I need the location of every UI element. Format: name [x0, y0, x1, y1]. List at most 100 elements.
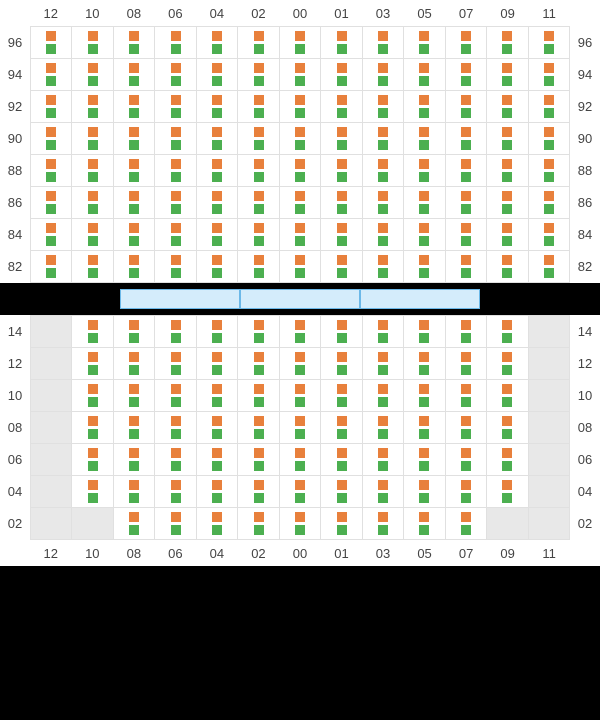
seat-cell[interactable]: [113, 123, 154, 154]
seat-cell[interactable]: [237, 251, 278, 282]
seat-cell[interactable]: [445, 59, 486, 90]
seat-cell[interactable]: [113, 187, 154, 218]
seat-cell[interactable]: [237, 508, 278, 539]
seat-cell[interactable]: [113, 444, 154, 475]
seat-cell[interactable]: [154, 412, 195, 443]
seat-cell[interactable]: [486, 348, 527, 379]
seat-cell[interactable]: [362, 219, 403, 250]
seat-cell[interactable]: [486, 91, 527, 122]
seat-cell[interactable]: [31, 59, 71, 90]
seat-cell[interactable]: [445, 219, 486, 250]
seat-cell[interactable]: [362, 316, 403, 347]
seat-cell[interactable]: [113, 380, 154, 411]
seat-cell[interactable]: [31, 251, 71, 282]
seat-cell[interactable]: [445, 444, 486, 475]
seat-cell[interactable]: [445, 251, 486, 282]
seat-cell[interactable]: [486, 27, 527, 58]
seat-cell[interactable]: [528, 123, 569, 154]
seat-cell[interactable]: [154, 91, 195, 122]
seat-cell[interactable]: [320, 444, 361, 475]
seat-cell[interactable]: [113, 91, 154, 122]
seat-cell[interactable]: [403, 219, 444, 250]
seat-cell[interactable]: [528, 187, 569, 218]
seat-cell[interactable]: [154, 476, 195, 507]
seat-cell[interactable]: [320, 155, 361, 186]
seat-cell[interactable]: [486, 412, 527, 443]
seat-cell[interactable]: [279, 59, 320, 90]
seat-cell[interactable]: [486, 219, 527, 250]
seat-cell[interactable]: [71, 251, 112, 282]
seat-cell[interactable]: [445, 187, 486, 218]
seat-cell[interactable]: [31, 187, 71, 218]
seat-cell[interactable]: [362, 348, 403, 379]
seat-cell[interactable]: [71, 476, 112, 507]
seat-cell[interactable]: [154, 155, 195, 186]
seat-cell[interactable]: [154, 187, 195, 218]
seat-cell[interactable]: [403, 348, 444, 379]
seat-cell[interactable]: [320, 476, 361, 507]
seat-cell[interactable]: [445, 476, 486, 507]
seat-cell[interactable]: [528, 91, 569, 122]
seat-cell[interactable]: [320, 508, 361, 539]
seat-cell[interactable]: [154, 380, 195, 411]
seat-cell[interactable]: [196, 316, 237, 347]
seat-cell[interactable]: [154, 123, 195, 154]
seat-cell[interactable]: [320, 187, 361, 218]
seat-cell[interactable]: [71, 316, 112, 347]
seat-cell[interactable]: [486, 59, 527, 90]
seat-cell[interactable]: [279, 123, 320, 154]
seat-cell[interactable]: [196, 444, 237, 475]
seat-cell[interactable]: [237, 91, 278, 122]
seat-cell[interactable]: [113, 476, 154, 507]
seat-cell[interactable]: [113, 59, 154, 90]
seat-cell[interactable]: [445, 348, 486, 379]
seat-cell[interactable]: [320, 27, 361, 58]
seat-cell[interactable]: [445, 27, 486, 58]
seat-cell[interactable]: [196, 59, 237, 90]
seat-cell[interactable]: [154, 27, 195, 58]
seat-cell[interactable]: [71, 412, 112, 443]
seat-cell[interactable]: [237, 348, 278, 379]
seat-cell[interactable]: [320, 59, 361, 90]
seat-cell[interactable]: [154, 444, 195, 475]
seat-cell[interactable]: [362, 444, 403, 475]
seat-cell[interactable]: [279, 251, 320, 282]
seat-cell[interactable]: [31, 219, 71, 250]
seat-cell[interactable]: [154, 59, 195, 90]
seat-cell[interactable]: [486, 444, 527, 475]
seat-cell[interactable]: [528, 27, 569, 58]
seat-cell[interactable]: [362, 91, 403, 122]
seat-cell[interactable]: [279, 155, 320, 186]
seat-cell[interactable]: [113, 316, 154, 347]
seat-cell[interactable]: [403, 27, 444, 58]
seat-cell[interactable]: [279, 27, 320, 58]
seat-cell[interactable]: [113, 508, 154, 539]
seat-cell[interactable]: [279, 444, 320, 475]
seat-cell[interactable]: [486, 476, 527, 507]
seat-cell[interactable]: [320, 219, 361, 250]
seat-cell[interactable]: [320, 412, 361, 443]
seat-cell[interactable]: [196, 219, 237, 250]
seat-cell[interactable]: [362, 476, 403, 507]
seat-cell[interactable]: [279, 508, 320, 539]
seat-cell[interactable]: [113, 155, 154, 186]
seat-cell[interactable]: [320, 91, 361, 122]
seat-cell[interactable]: [403, 187, 444, 218]
seat-cell[interactable]: [403, 476, 444, 507]
seat-cell[interactable]: [486, 155, 527, 186]
seat-cell[interactable]: [31, 27, 71, 58]
seat-cell[interactable]: [403, 444, 444, 475]
seat-cell[interactable]: [196, 348, 237, 379]
seat-cell[interactable]: [486, 380, 527, 411]
seat-cell[interactable]: [71, 123, 112, 154]
seat-cell[interactable]: [196, 155, 237, 186]
seat-cell[interactable]: [237, 27, 278, 58]
seat-cell[interactable]: [31, 123, 71, 154]
seat-cell[interactable]: [154, 316, 195, 347]
seat-cell[interactable]: [445, 123, 486, 154]
seat-cell[interactable]: [196, 476, 237, 507]
seat-cell[interactable]: [154, 251, 195, 282]
seat-cell[interactable]: [237, 155, 278, 186]
seat-cell[interactable]: [403, 508, 444, 539]
seat-cell[interactable]: [486, 316, 527, 347]
